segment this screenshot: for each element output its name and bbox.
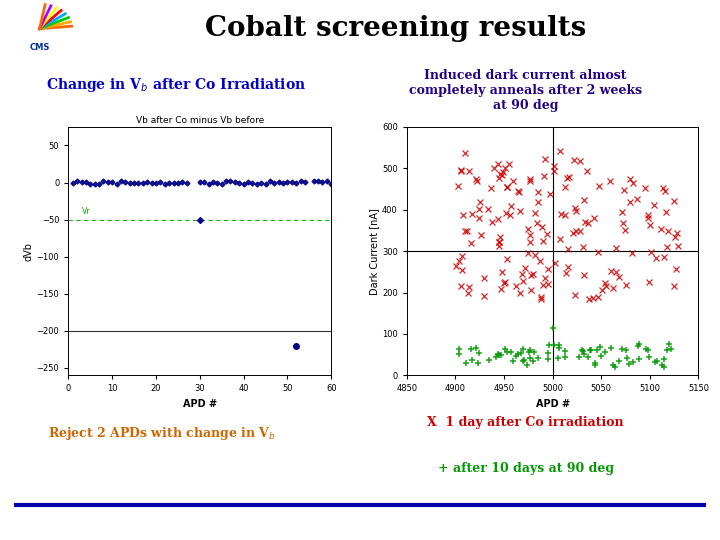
Text: Reject 2 APDs with change in V$_b$: Reject 2 APDs with change in V$_b$ bbox=[48, 425, 275, 442]
Text: Induced dark current almost
completely anneals after 2 weeks
at 90 deg: Induced dark current almost completely a… bbox=[409, 69, 642, 112]
Text: Cobalt screening results: Cobalt screening results bbox=[205, 15, 587, 42]
Text: Vr: Vr bbox=[81, 207, 90, 217]
X-axis label: APD #: APD # bbox=[536, 399, 570, 409]
X-axis label: APD #: APD # bbox=[183, 399, 217, 409]
Text: + after 10 days at 90 deg: + after 10 days at 90 deg bbox=[438, 462, 613, 475]
Y-axis label: dVb: dVb bbox=[24, 241, 34, 261]
Text: Change in V$_b$ after Co Irradiation: Change in V$_b$ after Co Irradiation bbox=[46, 76, 307, 94]
Text: CMS: CMS bbox=[30, 43, 50, 52]
Text: X  1 day after Co irradiation: X 1 day after Co irradiation bbox=[427, 416, 624, 429]
Y-axis label: Dark Current [nA]: Dark Current [nA] bbox=[369, 208, 379, 294]
Title: Vb after Co minus Vb before: Vb after Co minus Vb before bbox=[135, 116, 264, 125]
